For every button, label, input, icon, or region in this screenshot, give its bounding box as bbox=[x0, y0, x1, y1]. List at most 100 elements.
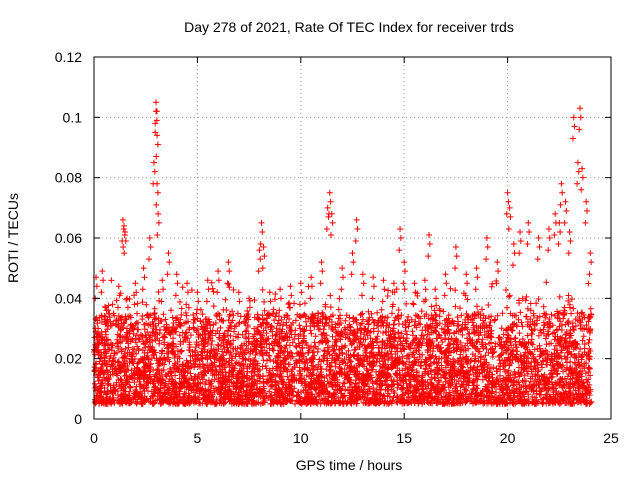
roti-point bbox=[129, 375, 136, 382]
roti-point bbox=[502, 287, 509, 294]
roti-point bbox=[139, 313, 146, 320]
roti-point bbox=[278, 316, 285, 323]
roti-point bbox=[536, 342, 543, 349]
roti-point bbox=[118, 314, 125, 321]
roti-point bbox=[272, 290, 279, 297]
roti-point bbox=[292, 343, 299, 350]
roti-point bbox=[292, 317, 299, 324]
roti-point bbox=[581, 345, 588, 352]
roti-point bbox=[190, 316, 197, 323]
roti-point bbox=[160, 311, 167, 318]
roti-point bbox=[247, 361, 254, 368]
roti-point bbox=[485, 377, 492, 384]
roti-point bbox=[351, 347, 358, 354]
roti-point bbox=[567, 358, 574, 365]
roti-point bbox=[435, 331, 442, 338]
roti-point bbox=[436, 332, 443, 339]
roti-point bbox=[135, 335, 142, 342]
roti-point bbox=[98, 364, 105, 371]
roti-point bbox=[385, 287, 392, 294]
roti-point bbox=[489, 353, 496, 360]
roti-point bbox=[243, 327, 250, 334]
roti-point bbox=[177, 316, 184, 323]
roti-point bbox=[284, 373, 291, 380]
roti-point bbox=[425, 371, 432, 378]
roti-point bbox=[255, 328, 262, 335]
roti-point bbox=[395, 329, 402, 336]
roti-point bbox=[266, 388, 273, 395]
roti-point bbox=[509, 387, 516, 394]
roti-point bbox=[185, 304, 192, 311]
roti-point bbox=[151, 384, 158, 391]
roti-point bbox=[487, 319, 494, 326]
roti-point bbox=[151, 400, 158, 407]
roti-point bbox=[155, 289, 162, 296]
roti-point bbox=[327, 304, 334, 311]
roti-point bbox=[527, 316, 534, 323]
roti-point bbox=[499, 310, 506, 317]
roti-point bbox=[232, 360, 239, 367]
roti-point bbox=[253, 349, 260, 356]
roti-point bbox=[214, 313, 221, 320]
roti-point bbox=[292, 327, 299, 334]
roti-point bbox=[252, 358, 259, 365]
roti-point bbox=[336, 295, 343, 302]
roti-point bbox=[527, 300, 534, 307]
roti-point bbox=[210, 303, 217, 310]
roti-point bbox=[113, 349, 120, 356]
roti-point bbox=[540, 373, 547, 380]
roti-point bbox=[524, 305, 531, 312]
roti-point bbox=[178, 305, 185, 312]
roti-point bbox=[585, 280, 592, 287]
roti-point bbox=[586, 336, 593, 343]
roti-point bbox=[222, 296, 229, 303]
roti-point bbox=[204, 349, 211, 356]
roti-point bbox=[94, 392, 101, 399]
roti-point bbox=[498, 325, 505, 332]
roti-point bbox=[182, 330, 189, 337]
roti-point bbox=[335, 306, 342, 313]
roti-point bbox=[465, 330, 472, 337]
roti-point bbox=[344, 331, 351, 338]
roti-point bbox=[409, 328, 416, 335]
roti-point bbox=[183, 312, 190, 319]
roti-point bbox=[512, 335, 519, 342]
roti-point bbox=[496, 352, 503, 359]
roti-point bbox=[409, 300, 416, 307]
roti-point bbox=[442, 336, 449, 343]
roti-point bbox=[357, 329, 364, 336]
roti-point bbox=[292, 400, 299, 407]
roti-point bbox=[507, 339, 514, 346]
roti-point bbox=[517, 351, 524, 358]
roti-point bbox=[587, 372, 594, 379]
roti-point bbox=[358, 311, 365, 318]
roti-point bbox=[436, 313, 443, 320]
roti-point bbox=[452, 303, 459, 310]
roti-point bbox=[489, 280, 496, 287]
roti-point bbox=[321, 352, 328, 359]
roti-point bbox=[208, 360, 215, 367]
roti-point bbox=[563, 329, 570, 336]
roti-point bbox=[393, 393, 400, 400]
roti-point bbox=[209, 285, 216, 292]
roti-point bbox=[474, 303, 481, 310]
roti-point bbox=[161, 361, 168, 368]
roti-point bbox=[347, 329, 354, 336]
roti-point bbox=[454, 314, 461, 321]
roti-point bbox=[511, 381, 518, 388]
roti-point bbox=[436, 305, 443, 312]
roti-point bbox=[246, 297, 253, 304]
roti-point bbox=[489, 345, 496, 352]
roti-point bbox=[492, 340, 499, 347]
roti-point bbox=[134, 310, 141, 317]
roti-point bbox=[345, 347, 352, 354]
roti-point bbox=[559, 384, 566, 391]
roti-point bbox=[485, 301, 492, 308]
roti-point bbox=[308, 330, 315, 337]
roti-point bbox=[322, 314, 329, 321]
roti-point bbox=[230, 286, 237, 293]
roti-point bbox=[269, 346, 276, 353]
roti-point bbox=[535, 296, 542, 303]
roti-point bbox=[291, 335, 298, 342]
roti-point bbox=[122, 345, 129, 352]
